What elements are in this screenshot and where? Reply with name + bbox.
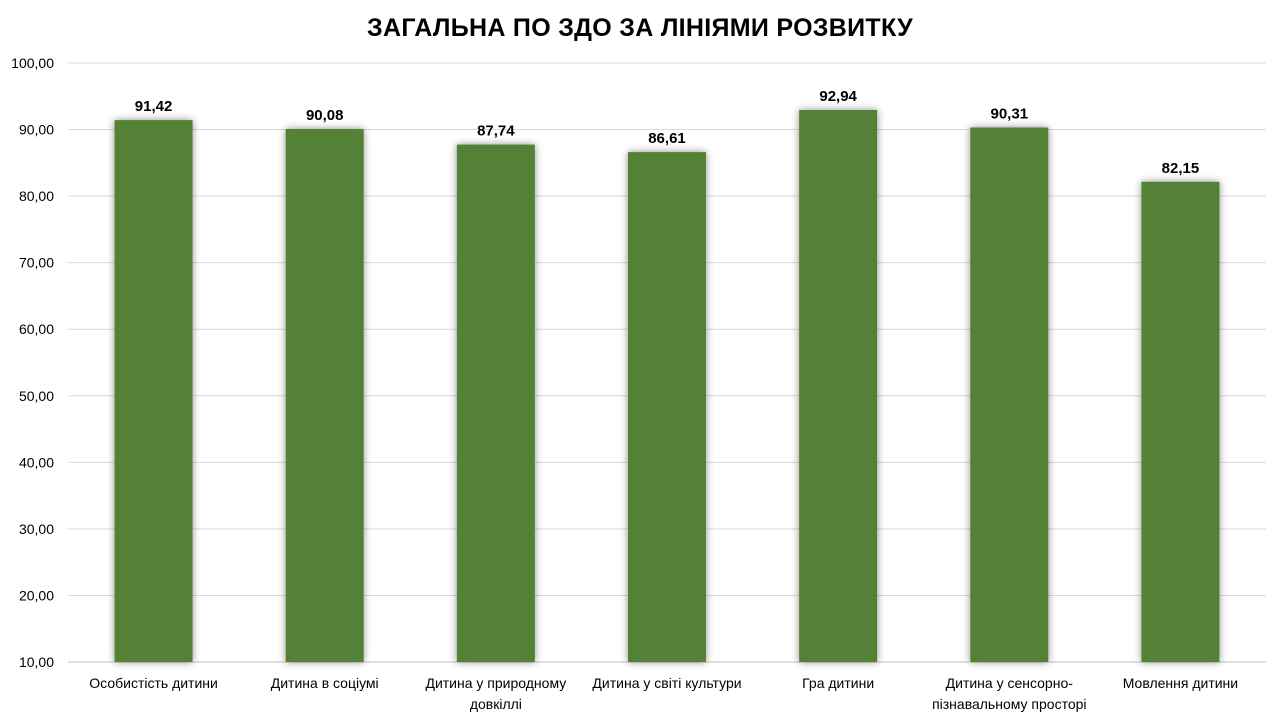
bar [970, 127, 1049, 663]
y-tick-label: 40,00 [19, 454, 54, 470]
bar [799, 109, 878, 662]
y-tick-label: 80,00 [19, 188, 54, 204]
y-tick-label: 100,00 [11, 55, 54, 71]
data-label: 90,31 [991, 105, 1029, 122]
y-tick-label: 20,00 [19, 587, 54, 603]
bar [114, 120, 193, 662]
y-tick-label: 10,00 [19, 654, 54, 670]
chart-title: ЗАГАЛЬНА ПО ЗДО ЗА ЛІНІЯМИ РОЗВИТКУ [367, 14, 913, 42]
x-tick-label: Особистість дитини [89, 675, 218, 691]
data-label: 86,61 [648, 130, 686, 147]
x-tick-label: довкіллі [470, 696, 522, 712]
data-label: 91,42 [135, 98, 173, 115]
x-tick-label: Дитина у світі культури [592, 675, 741, 691]
y-tick-label: 60,00 [19, 321, 54, 337]
y-tick-label: 50,00 [19, 388, 54, 404]
data-label: 87,74 [477, 123, 515, 140]
data-label: 92,94 [819, 88, 857, 105]
x-axis-labels: Особистість дитини Дитина в соціумі Дитина… [89, 675, 1238, 712]
x-tick-label: пізнавальному просторі [932, 696, 1086, 712]
x-tick-label: Гра дитини [802, 675, 874, 691]
y-tick-label: 30,00 [19, 521, 54, 537]
bar [628, 152, 706, 662]
bar [285, 129, 364, 662]
y-axis-ticks: 10,00 20,00 30,00 40,00 50,00 60,00 70,00 80,00… [11, 55, 54, 670]
y-tick-label: 70,00 [19, 255, 54, 271]
data-label: 82,15 [1162, 160, 1200, 177]
x-tick-label: Дитина у природному [425, 675, 566, 691]
bar [1141, 181, 1220, 662]
y-tick-label: 90,00 [19, 122, 54, 138]
bar [456, 144, 535, 662]
data-labels: 91,42 90,08 87,74 86,61 92,94 90,31 82,15 [135, 88, 1199, 177]
bars [114, 109, 1220, 663]
x-tick-label: Дитина у сенсорно- [946, 675, 1074, 691]
x-tick-label: Дитина в соціумі [271, 675, 379, 691]
data-label: 90,08 [306, 107, 344, 124]
x-tick-label: Мовлення дитини [1123, 675, 1238, 691]
